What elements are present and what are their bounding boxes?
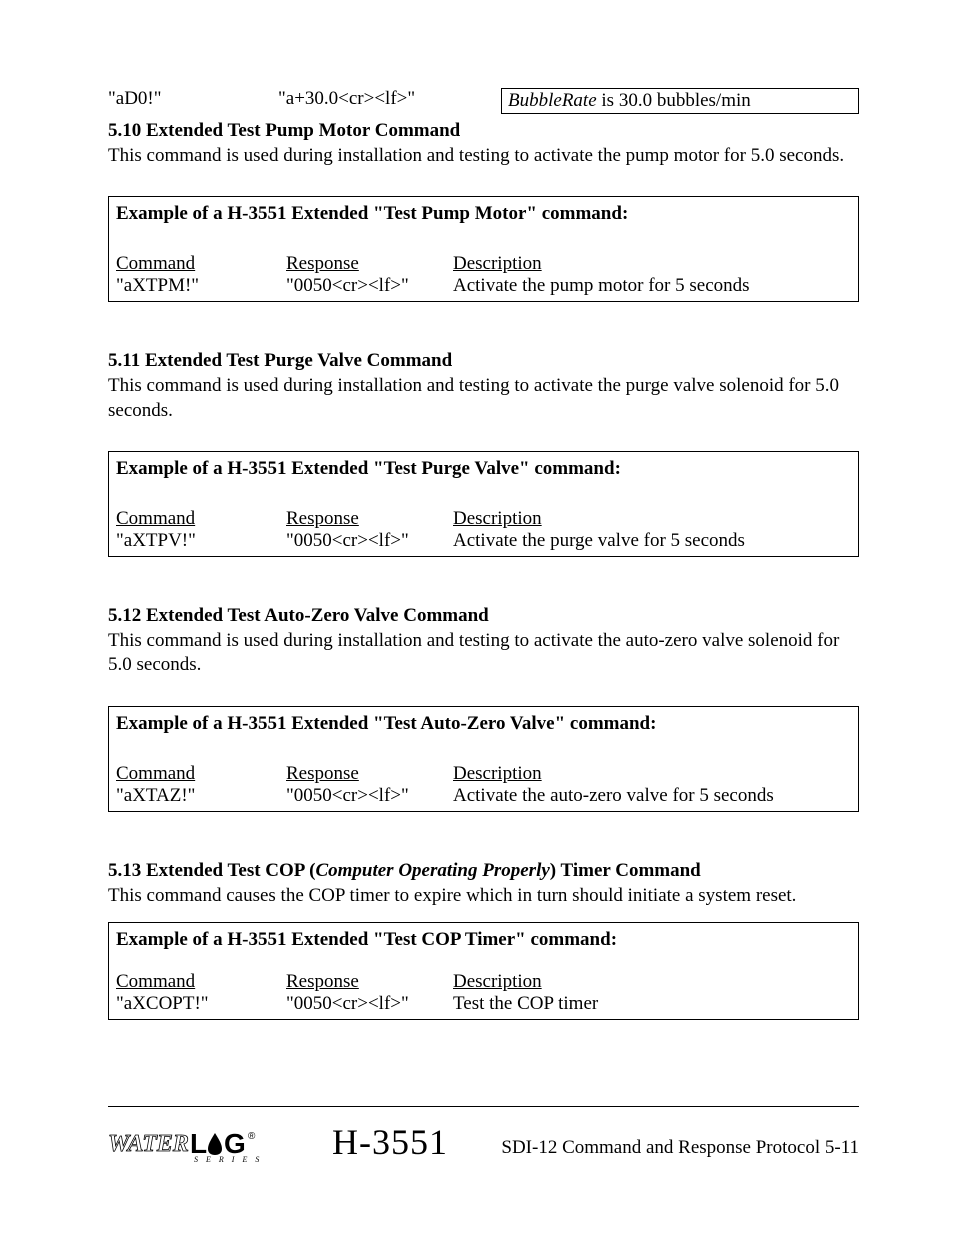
top-desc-italic: BubbleRate bbox=[508, 90, 597, 111]
footer-line: WATER L G ® S E R I E S H-3551 SDI-12 Co… bbox=[108, 1121, 859, 1163]
example-title-5-12: Example of a H-3551 Extended "Test Auto-… bbox=[116, 713, 851, 735]
footer-page-info: SDI-12 Command and Response Protocol 5-1… bbox=[501, 1137, 859, 1163]
body-5-11: This command is used during installation… bbox=[108, 374, 859, 423]
waterlog-logo: WATER L G ® S E R I E S H-3551 bbox=[108, 1121, 448, 1163]
header-command: Command bbox=[116, 971, 195, 992]
heading-5-11: 5.11 Extended Test Purge Valve Command bbox=[108, 350, 859, 372]
heading-5-13-italic: Computer Operating Properly bbox=[315, 860, 549, 881]
table-header: Command Response Description bbox=[116, 253, 851, 275]
cell-command: "aXTPM!" bbox=[116, 275, 286, 297]
table-header: Command Response Description bbox=[116, 763, 851, 785]
example-box-5-13: Example of a H-3551 Extended "Test COP T… bbox=[108, 922, 859, 1020]
cell-response: "0050<cr><lf>" bbox=[286, 785, 453, 807]
cell-response: "0050<cr><lf>" bbox=[286, 993, 453, 1015]
header-command: Command bbox=[116, 763, 195, 784]
cell-description: Test the COP timer bbox=[453, 993, 851, 1015]
svg-text:S E R I E S: S E R I E S bbox=[194, 1155, 262, 1163]
heading-5-13-suffix: ) Timer Command bbox=[550, 860, 701, 881]
page-footer: WATER L G ® S E R I E S H-3551 SDI-12 Co… bbox=[108, 1106, 859, 1163]
table-row: "aXCOPT!" "0050<cr><lf>" Test the COP ti… bbox=[116, 993, 851, 1015]
svg-text:WATER: WATER bbox=[108, 1131, 189, 1157]
header-description: Description bbox=[453, 763, 542, 784]
header-description: Description bbox=[453, 253, 542, 274]
svg-text:®: ® bbox=[248, 1131, 256, 1142]
header-response: Response bbox=[286, 763, 359, 784]
body-5-10: This command is used during installation… bbox=[108, 144, 859, 168]
header-response: Response bbox=[286, 253, 359, 274]
heading-5-13-prefix: 5.13 Extended Test COP ( bbox=[108, 860, 315, 881]
example-box-5-12: Example of a H-3551 Extended "Test Auto-… bbox=[108, 706, 859, 812]
heading-5-13: 5.13 Extended Test COP (Computer Operati… bbox=[108, 860, 859, 882]
top-partial-row: "aD0!" "a+30.0<cr><lf>" BubbleRate is 30… bbox=[108, 88, 859, 114]
example-box-5-11: Example of a H-3551 Extended "Test Purge… bbox=[108, 451, 859, 557]
cell-response: "0050<cr><lf>" bbox=[286, 530, 453, 552]
footer-rule bbox=[108, 1106, 859, 1107]
table-header: Command Response Description bbox=[116, 971, 851, 993]
table-row: "aXTAZ!" "0050<cr><lf>" Activate the aut… bbox=[116, 785, 851, 807]
top-description: BubbleRate is 30.0 bubbles/min bbox=[501, 88, 859, 114]
waterlog-logo-icon: WATER L G ® S E R I E S bbox=[108, 1127, 288, 1163]
header-response: Response bbox=[286, 971, 359, 992]
top-response: "a+30.0<cr><lf>" bbox=[278, 88, 501, 114]
body-5-12: This command is used during installation… bbox=[108, 629, 859, 678]
cell-command: "aXTAZ!" bbox=[116, 785, 286, 807]
top-command: "aD0!" bbox=[108, 88, 278, 114]
heading-5-10: 5.10 Extended Test Pump Motor Command bbox=[108, 120, 859, 142]
top-desc-rest: is 30.0 bubbles/min bbox=[597, 90, 751, 111]
cell-command: "aXCOPT!" bbox=[116, 993, 286, 1015]
header-description: Description bbox=[453, 508, 542, 529]
header-description: Description bbox=[453, 971, 542, 992]
cell-description: Activate the purge valve for 5 seconds bbox=[453, 530, 851, 552]
body-5-13: This command causes the COP timer to exp… bbox=[108, 884, 859, 908]
cell-response: "0050<cr><lf>" bbox=[286, 275, 453, 297]
header-response: Response bbox=[286, 508, 359, 529]
cell-description: Activate the auto-zero valve for 5 secon… bbox=[453, 785, 851, 807]
heading-5-12: 5.12 Extended Test Auto-Zero Valve Comma… bbox=[108, 605, 859, 627]
example-title-5-13: Example of a H-3551 Extended "Test COP T… bbox=[116, 929, 851, 951]
table-row: "aXTPM!" "0050<cr><lf>" Activate the pum… bbox=[116, 275, 851, 297]
example-title-5-11: Example of a H-3551 Extended "Test Purge… bbox=[116, 458, 851, 480]
example-title-5-10: Example of a H-3551 Extended "Test Pump … bbox=[116, 203, 851, 225]
example-box-5-10: Example of a H-3551 Extended "Test Pump … bbox=[108, 196, 859, 302]
table-header: Command Response Description bbox=[116, 508, 851, 530]
footer-model: H-3551 bbox=[332, 1121, 448, 1163]
header-command: Command bbox=[116, 253, 195, 274]
cell-command: "aXTPV!" bbox=[116, 530, 286, 552]
table-row: "aXTPV!" "0050<cr><lf>" Activate the pur… bbox=[116, 530, 851, 552]
header-command: Command bbox=[116, 508, 195, 529]
cell-description: Activate the pump motor for 5 seconds bbox=[453, 275, 851, 297]
